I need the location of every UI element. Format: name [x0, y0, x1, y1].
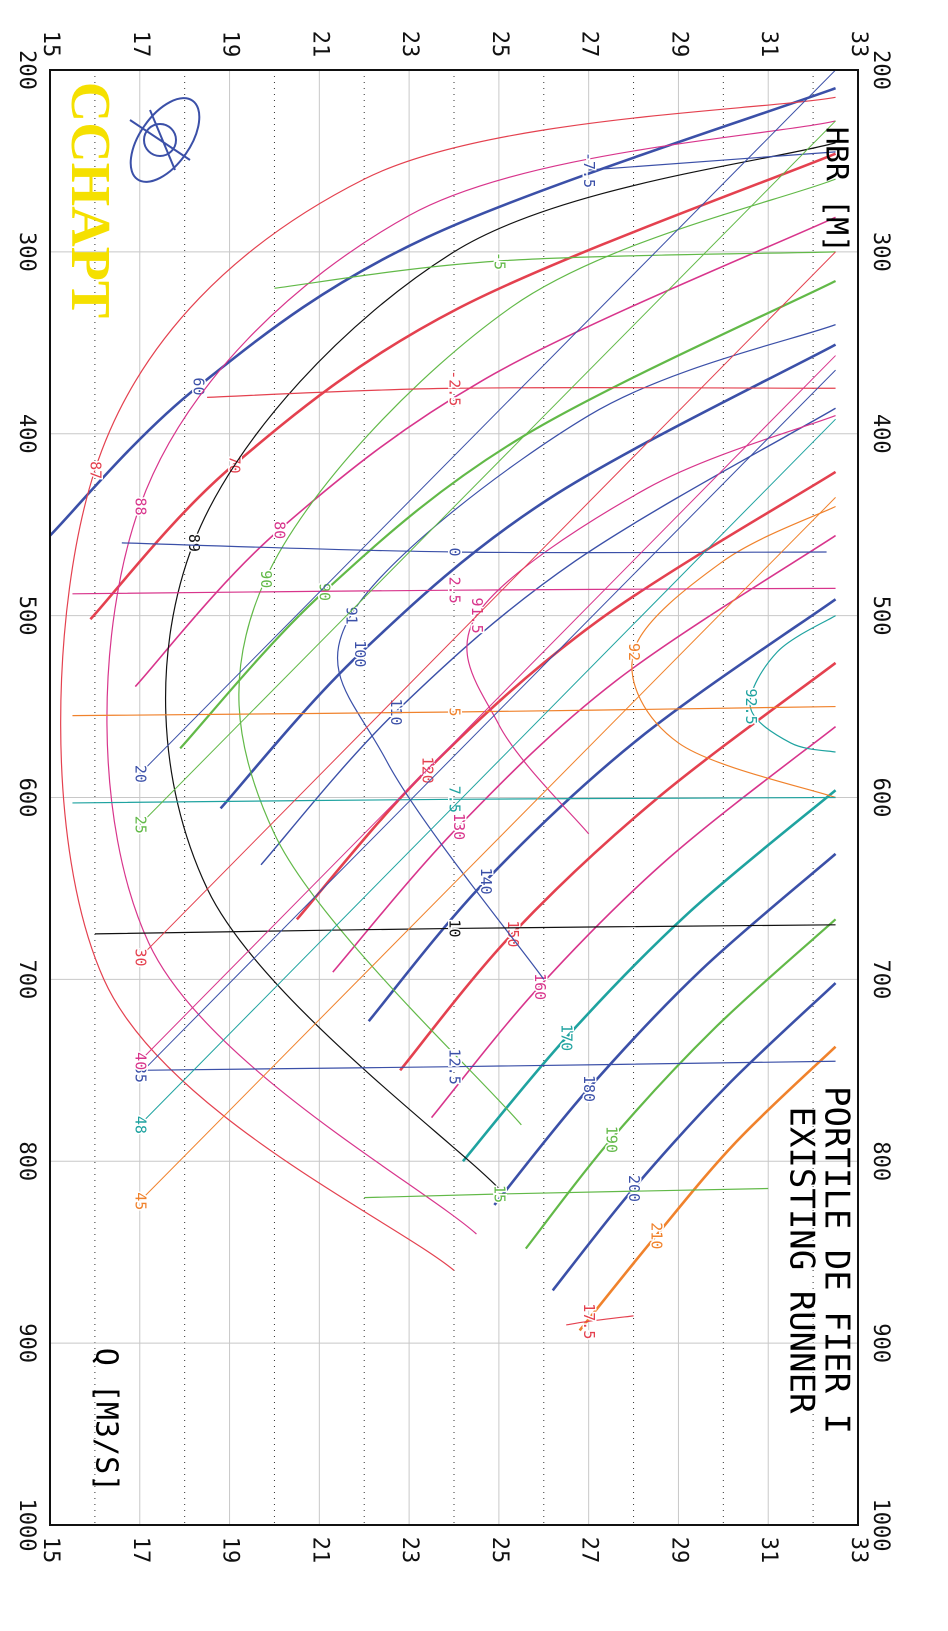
- curve-label: 45: [131, 1192, 149, 1210]
- x-tick-label: 900: [868, 1323, 893, 1363]
- curve-label: 30: [131, 949, 149, 967]
- curve-label: 170: [558, 1024, 576, 1051]
- curve-label: 60: [190, 377, 208, 395]
- x-tick-label: 300: [14, 232, 39, 272]
- y-tick-label: 33: [846, 1537, 871, 1564]
- curve-label: -7.5: [580, 152, 598, 188]
- x-tick-label: 700: [14, 960, 39, 1000]
- x-tick-label: 800: [868, 1141, 893, 1181]
- y-tick-label: 21: [307, 31, 332, 58]
- x-tick-label: 200: [14, 50, 39, 90]
- curve-label: 92: [625, 643, 643, 661]
- y-tick-label: 21: [307, 1537, 332, 1564]
- curve-label: 15: [490, 1185, 508, 1203]
- y-tick-label: 15: [38, 1537, 63, 1564]
- x-tick-label: 800: [14, 1141, 39, 1181]
- curve-label: 10: [446, 919, 464, 937]
- y-tick-label: 33: [846, 31, 871, 58]
- curve-label: 20: [131, 765, 149, 783]
- chart-subtitle: EXISTING RUNNER: [782, 1106, 822, 1414]
- y-tick-label: 25: [487, 1537, 512, 1564]
- curve-label: 48: [131, 1116, 149, 1134]
- curve-label: 88: [131, 497, 149, 515]
- curve-label: 130: [450, 813, 468, 840]
- x-tick-label: 500: [868, 596, 893, 636]
- curve-label: 91: [342, 607, 360, 625]
- y-tick-label: 23: [397, 1537, 422, 1564]
- y-tick-label: 15: [38, 31, 63, 58]
- y-tick-label: 19: [218, 1537, 243, 1564]
- x-tick-label: 500: [14, 596, 39, 636]
- curve-label: 100: [351, 640, 369, 667]
- x-tick-label: 200: [868, 50, 893, 90]
- x-tick-label: 300: [868, 232, 893, 272]
- x-tick-label: 1000: [14, 1499, 39, 1552]
- y-tick-label: 31: [756, 31, 781, 58]
- x-tick-label: 700: [868, 960, 893, 1000]
- curve-label: 160: [531, 973, 549, 1000]
- chart-title: PORTILE DE FIER I: [817, 1086, 857, 1434]
- curve-label: 89: [185, 534, 203, 552]
- curve-label: 140: [477, 868, 495, 895]
- y-tick-label: 29: [666, 1537, 691, 1564]
- y-tick-label: 23: [397, 31, 422, 58]
- x-tick-label: 400: [868, 414, 893, 454]
- y-tick-label: 17: [128, 31, 153, 58]
- y-axis-label: HBR [M]: [819, 127, 854, 253]
- curve-label: 90: [257, 570, 275, 588]
- curve-label: 190: [603, 1126, 621, 1153]
- curve-label: 0: [446, 547, 464, 556]
- curve-label: 87: [86, 461, 104, 479]
- logo: CCHAPT: [59, 82, 121, 318]
- y-tick-label: 27: [577, 1537, 602, 1564]
- curve-label: 90: [315, 583, 333, 601]
- chart: 6070809010011012013014015016017018019020…: [0, 0, 948, 1627]
- x-tick-label: 900: [14, 1323, 39, 1363]
- curve-label: 17.5: [580, 1303, 598, 1339]
- y-tick-label: 27: [577, 31, 602, 58]
- curve-label: -5: [490, 252, 508, 270]
- y-tick-label: 29: [666, 31, 691, 58]
- curve-label: 40: [131, 1052, 149, 1070]
- y-tick-label: 17: [128, 1537, 153, 1564]
- x-tick-label: 1000: [868, 1499, 893, 1552]
- curve-label: 210: [648, 1222, 666, 1249]
- curve-label: 2.5: [446, 577, 464, 604]
- curve-label: 200: [625, 1175, 643, 1202]
- y-tick-label: 19: [218, 31, 243, 58]
- curve-label: 120: [419, 757, 437, 784]
- curve-label: -2.5: [446, 370, 464, 406]
- curve-label: 92.5: [742, 689, 760, 725]
- x-axis-label: Q [M3/S]: [89, 1348, 124, 1493]
- x-tick-label: 600: [14, 778, 39, 818]
- curve-label: 5: [446, 708, 464, 717]
- x-tick-label: 400: [14, 414, 39, 454]
- curve-label: 150: [504, 920, 522, 947]
- y-tick-label: 25: [487, 31, 512, 58]
- curve-label: 25: [131, 816, 149, 834]
- curve-label: 80: [270, 521, 288, 539]
- curve-label: 180: [580, 1075, 598, 1102]
- x-tick-label: 600: [868, 778, 893, 818]
- curve-label: 12.5: [446, 1049, 464, 1085]
- y-tick-label: 31: [756, 1537, 781, 1564]
